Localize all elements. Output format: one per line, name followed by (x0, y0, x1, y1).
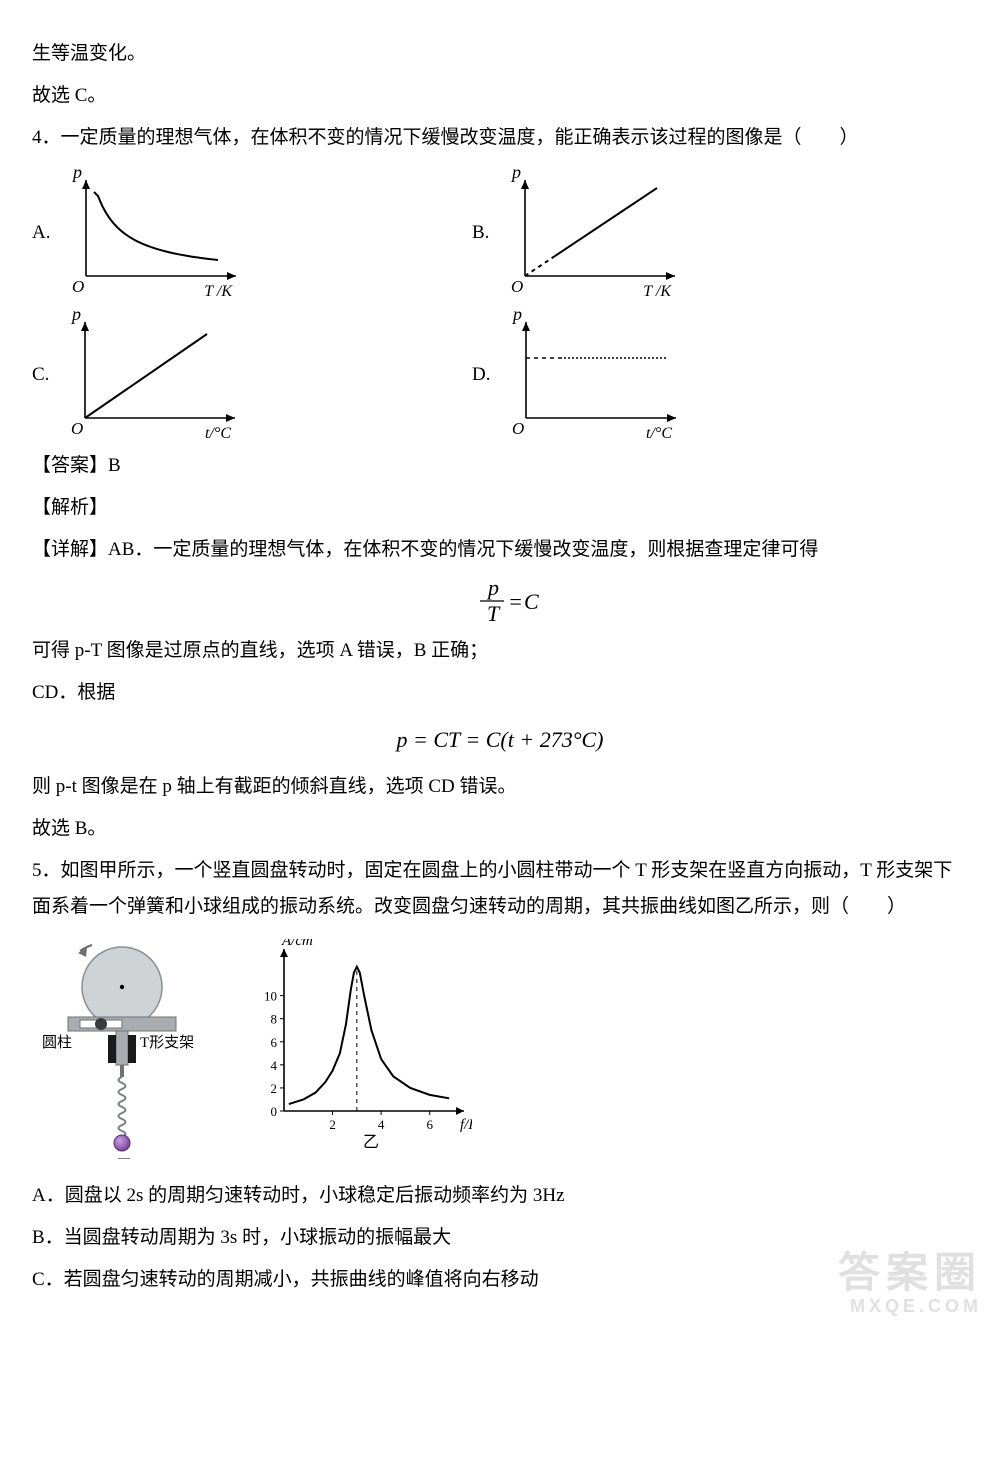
q4-conclude: 故选 B。 (32, 811, 968, 847)
svg-text:t/°C: t/°C (647, 425, 673, 440)
q4-graph-d: Op t/°C (498, 310, 688, 440)
q5-option-c: C．若圆盘匀速转动的周期减小，共振曲线的峰值将向右移动 (32, 1262, 968, 1298)
svg-text:2: 2 (329, 1117, 336, 1132)
q4-stem: 4．一定质量的理想气体，在体积不变的情况下缓慢改变温度，能正确表示该过程的图像是… (32, 120, 968, 156)
svg-text:乙: 乙 (363, 1134, 379, 1149)
svg-text:p: p (510, 168, 521, 182)
q4-detail-cd-follow: 则 p-t 图像是在 p 轴上有截距的倾斜直线，选项 CD 错误。 (32, 769, 968, 805)
q5-fig-chart: 0 2 4 6 8 10 2 4 6 A/cm f/Hz 乙 (242, 939, 472, 1162)
q4-graph-a: Op T /K (58, 168, 248, 298)
svg-text:p: p (511, 310, 522, 324)
q4-formula-2: p = CT = C(t + 273°C) (32, 719, 968, 761)
svg-text:=: = (508, 589, 523, 614)
svg-text:10: 10 (264, 989, 277, 1004)
q4-graph-b: Op T /K (497, 168, 687, 298)
q4-option-d: D. Op t/°C (472, 310, 912, 440)
q4-explain-label: 【解析】 (32, 490, 968, 526)
svg-text:4: 4 (271, 1058, 278, 1073)
svg-text:t/°C: t/°C (205, 425, 231, 440)
svg-text:p: p (70, 310, 81, 324)
q4-detail-ab-follow: 可得 p-T 图像是过原点的直线，选项 A 错误，B 正确； (32, 633, 968, 669)
svg-text:O: O (71, 419, 83, 438)
q5-apparatus-svg: 圆柱 T形支架甲 (32, 939, 202, 1159)
q5-option-a: A．圆盘以 2s 的周期匀速转动时，小球稳定后振动频率约为 3Hz (32, 1178, 968, 1214)
q5-option-b: B．当圆盘转动周期为 3s 时，小球振动的振幅最大 (32, 1220, 968, 1256)
svg-text:2: 2 (271, 1081, 278, 1096)
q4-option-d-letter: D. (472, 357, 490, 393)
svg-text:f/Hz: f/Hz (460, 1117, 472, 1133)
q4-option-c: C. Op t/°C (32, 310, 472, 440)
svg-text:C: C (524, 589, 539, 614)
watermark-sub: MXQE.COM (838, 1297, 982, 1317)
svg-text:T形支架: T形支架 (140, 1034, 194, 1051)
q4-graph-c: Op t/°C (57, 310, 247, 440)
watermark-main: 答案圈 (838, 1250, 982, 1296)
q4-detail-cd: CD．根据 (32, 675, 968, 711)
svg-text:O: O (511, 277, 523, 296)
watermark: 答案圈 MXQE.COM (838, 1250, 982, 1316)
svg-text:甲: 甲 (116, 1158, 132, 1159)
q5-fig-apparatus: 圆柱 T形支架甲 (32, 939, 202, 1172)
svg-text:p: p (71, 168, 82, 182)
svg-text:O: O (512, 419, 524, 438)
q4-options-row-2: C. Op t/°C D. Op t/°C (32, 310, 968, 440)
q4-option-b: B. Op T /K (472, 168, 912, 298)
prev-page-tail: 生等温变化。 (32, 36, 968, 72)
q4-option-c-letter: C. (32, 357, 49, 393)
svg-text:O: O (72, 277, 84, 296)
q4-option-b-letter: B. (472, 215, 489, 251)
svg-text:p: p (486, 577, 499, 600)
svg-text:A/cm: A/cm (281, 939, 313, 949)
svg-text:圆柱: 圆柱 (42, 1034, 72, 1051)
q4-option-a-letter: A. (32, 215, 50, 251)
q4-formula-1: p T = C (32, 577, 968, 625)
prev-conclude: 故选 C。 (32, 78, 968, 114)
svg-text:T: T (487, 601, 501, 625)
q4-option-a: A. Op T /K (32, 168, 472, 298)
svg-text:6: 6 (271, 1035, 278, 1050)
q5-stem: 5．如图甲所示，一个竖直圆盘转动时，固定在圆盘上的小圆柱带动一个 T 形支架在竖… (32, 853, 968, 925)
q5-figures: 圆柱 T形支架甲 0 2 4 6 8 10 2 4 6 A/cm f/Hz 乙 (32, 939, 968, 1172)
q4-options-row-1: A. Op T /K B. Op T /K (32, 168, 968, 298)
svg-text:0: 0 (271, 1104, 278, 1119)
svg-text:T /K: T /K (205, 283, 234, 298)
svg-text:T /K: T /K (644, 283, 673, 298)
svg-text:6: 6 (426, 1117, 433, 1132)
svg-text:4: 4 (378, 1117, 385, 1132)
q5-resonance-svg: 0 2 4 6 8 10 2 4 6 A/cm f/Hz 乙 (242, 939, 472, 1149)
q4-answer: 【答案】B (32, 448, 968, 484)
q4-detail-ab: 【详解】AB．一定质量的理想气体，在体积不变的情况下缓慢改变温度，则根据查理定律… (32, 532, 968, 568)
svg-text:8: 8 (271, 1012, 278, 1027)
